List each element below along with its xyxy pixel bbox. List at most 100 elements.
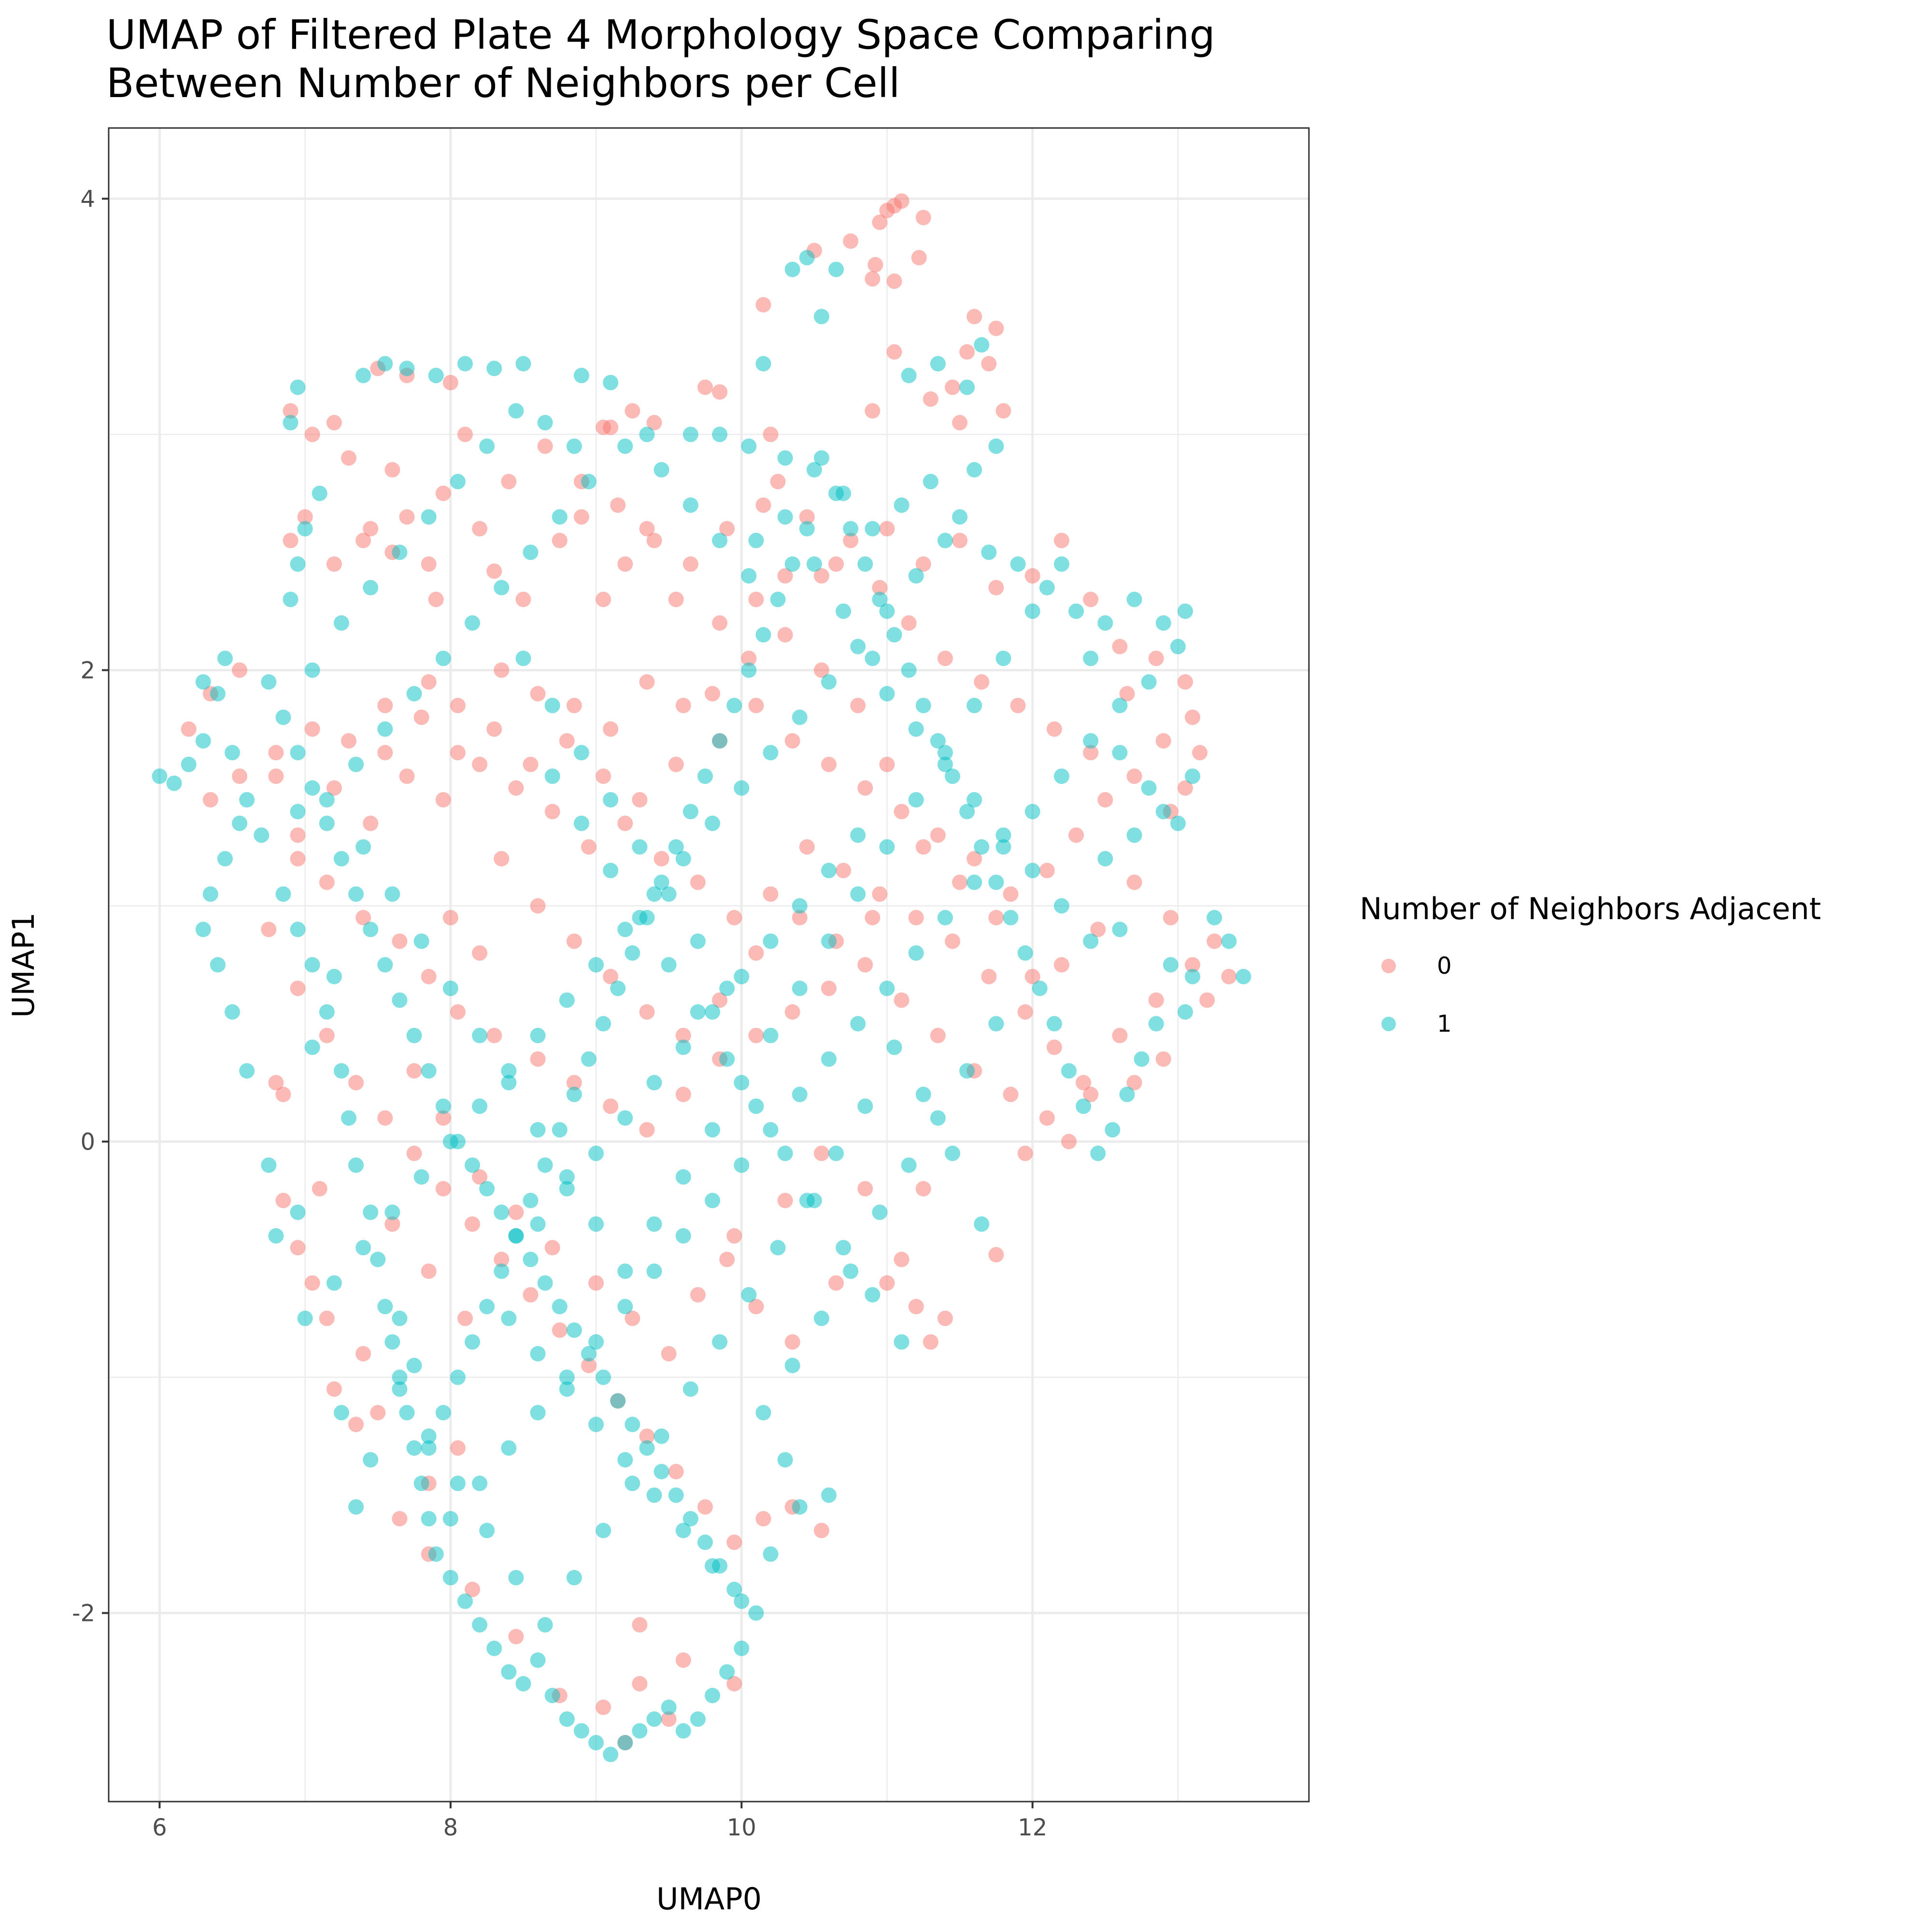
data-point-series-0 [777,627,793,643]
data-point-series-1 [457,1593,473,1609]
data-point-series-0 [596,419,611,435]
data-point-series-0 [966,851,982,867]
data-point-series-1 [799,521,815,537]
data-point-series-1 [734,1157,750,1173]
data-point-series-1 [392,992,408,1008]
data-point-series-0 [465,1581,481,1597]
data-point-series-0 [348,1417,364,1433]
data-point-series-1 [981,544,997,560]
data-point-series-1 [442,980,458,996]
data-point-series-0 [865,403,881,419]
data-point-series-1 [1163,957,1179,973]
data-point-series-1 [792,1086,808,1102]
data-point-series-0 [1155,1051,1171,1067]
data-point-series-1 [617,1110,633,1126]
data-point-series-1 [312,485,327,501]
data-point-series-1 [777,450,793,466]
data-point-series-0 [515,592,531,608]
data-point-series-0 [573,509,589,525]
data-point-series-1 [559,992,575,1008]
data-point-series-1 [1119,1086,1135,1102]
data-point-series-1 [1039,580,1055,596]
data-point-series-1 [413,1169,429,1185]
data-point-series-0 [843,533,859,549]
data-point-series-1 [341,1110,356,1126]
data-point-series-1 [195,922,211,938]
data-point-series-0 [748,697,764,713]
data-point-series-0 [450,1004,466,1020]
data-point-series-0 [465,1216,481,1232]
data-point-series-0 [915,839,931,855]
data-point-series-1 [392,1381,408,1397]
data-point-series-1 [515,356,531,372]
legend-dot-icon [1381,959,1396,973]
data-point-series-1 [573,368,589,384]
data-point-series-1 [508,1228,524,1244]
data-point-series-0 [603,721,619,737]
data-point-series-1 [1185,968,1201,984]
data-point-series-0 [1119,686,1135,702]
data-point-series-1 [625,1417,640,1433]
data-point-series-1 [472,1476,488,1492]
data-point-series-1 [559,1711,575,1727]
data-point-series-0 [581,1358,597,1374]
data-point-series-1 [690,933,706,949]
data-point-series-1 [494,580,510,596]
data-point-series-1 [472,1098,488,1114]
data-point-series-1 [770,1240,786,1256]
legend-label-0: 0 [1437,952,1452,980]
data-point-series-1 [1061,1063,1077,1079]
data-point-series-1 [813,309,829,325]
data-point-series-0 [442,909,458,925]
data-point-series-1 [472,1027,488,1043]
data-point-series-1 [639,1440,655,1456]
data-point-series-1 [945,1145,961,1161]
data-point-series-0 [813,1522,829,1538]
data-point-series-1 [617,922,633,938]
data-point-series-1 [421,1440,437,1456]
data-point-series-0 [297,509,313,525]
data-point-series-1 [995,651,1011,667]
data-point-series-1 [319,815,335,831]
data-point-series-0 [304,1275,320,1291]
data-point-series-1 [988,874,1004,890]
data-point-series-1 [865,651,881,667]
data-point-series-1 [712,426,728,442]
data-point-series-1 [748,533,764,549]
data-point-series-1 [1083,733,1099,749]
data-point-series-1 [1032,980,1048,996]
data-point-series-0 [813,1145,829,1161]
data-point-series-1 [879,980,895,996]
data-point-series-0 [668,592,684,608]
data-point-series-0 [1053,533,1069,549]
data-point-series-0 [472,756,488,772]
data-point-series-1 [1083,933,1099,949]
data-point-series-0 [363,521,379,537]
data-point-series-0 [472,521,488,537]
data-point-series-0 [908,1299,924,1315]
data-point-series-1 [901,368,917,384]
data-point-series-1 [712,733,728,749]
data-point-series-0 [406,1145,422,1161]
data-point-series-1 [988,438,1004,454]
data-point-series-1 [421,1063,437,1079]
data-point-series-1 [661,957,677,973]
data-point-series-1 [901,662,917,678]
data-point-series-1 [886,627,902,643]
data-point-series-0 [945,379,961,395]
data-point-series-0 [821,756,837,772]
data-point-series-1 [821,1051,837,1067]
data-point-series-1 [479,1522,495,1538]
data-point-series-1 [719,980,735,996]
data-point-series-1 [333,1405,349,1421]
data-point-series-1 [552,509,568,525]
legend-item-1: 1 [1360,995,1821,1053]
data-point-series-0 [799,839,815,855]
data-point-series-1 [792,898,808,914]
data-point-series-1 [675,1169,691,1185]
data-point-series-1 [763,1027,779,1043]
data-point-series-0 [290,851,306,867]
data-point-series-1 [784,1358,800,1374]
data-point-series-0 [857,780,873,796]
data-point-series-0 [319,874,335,890]
